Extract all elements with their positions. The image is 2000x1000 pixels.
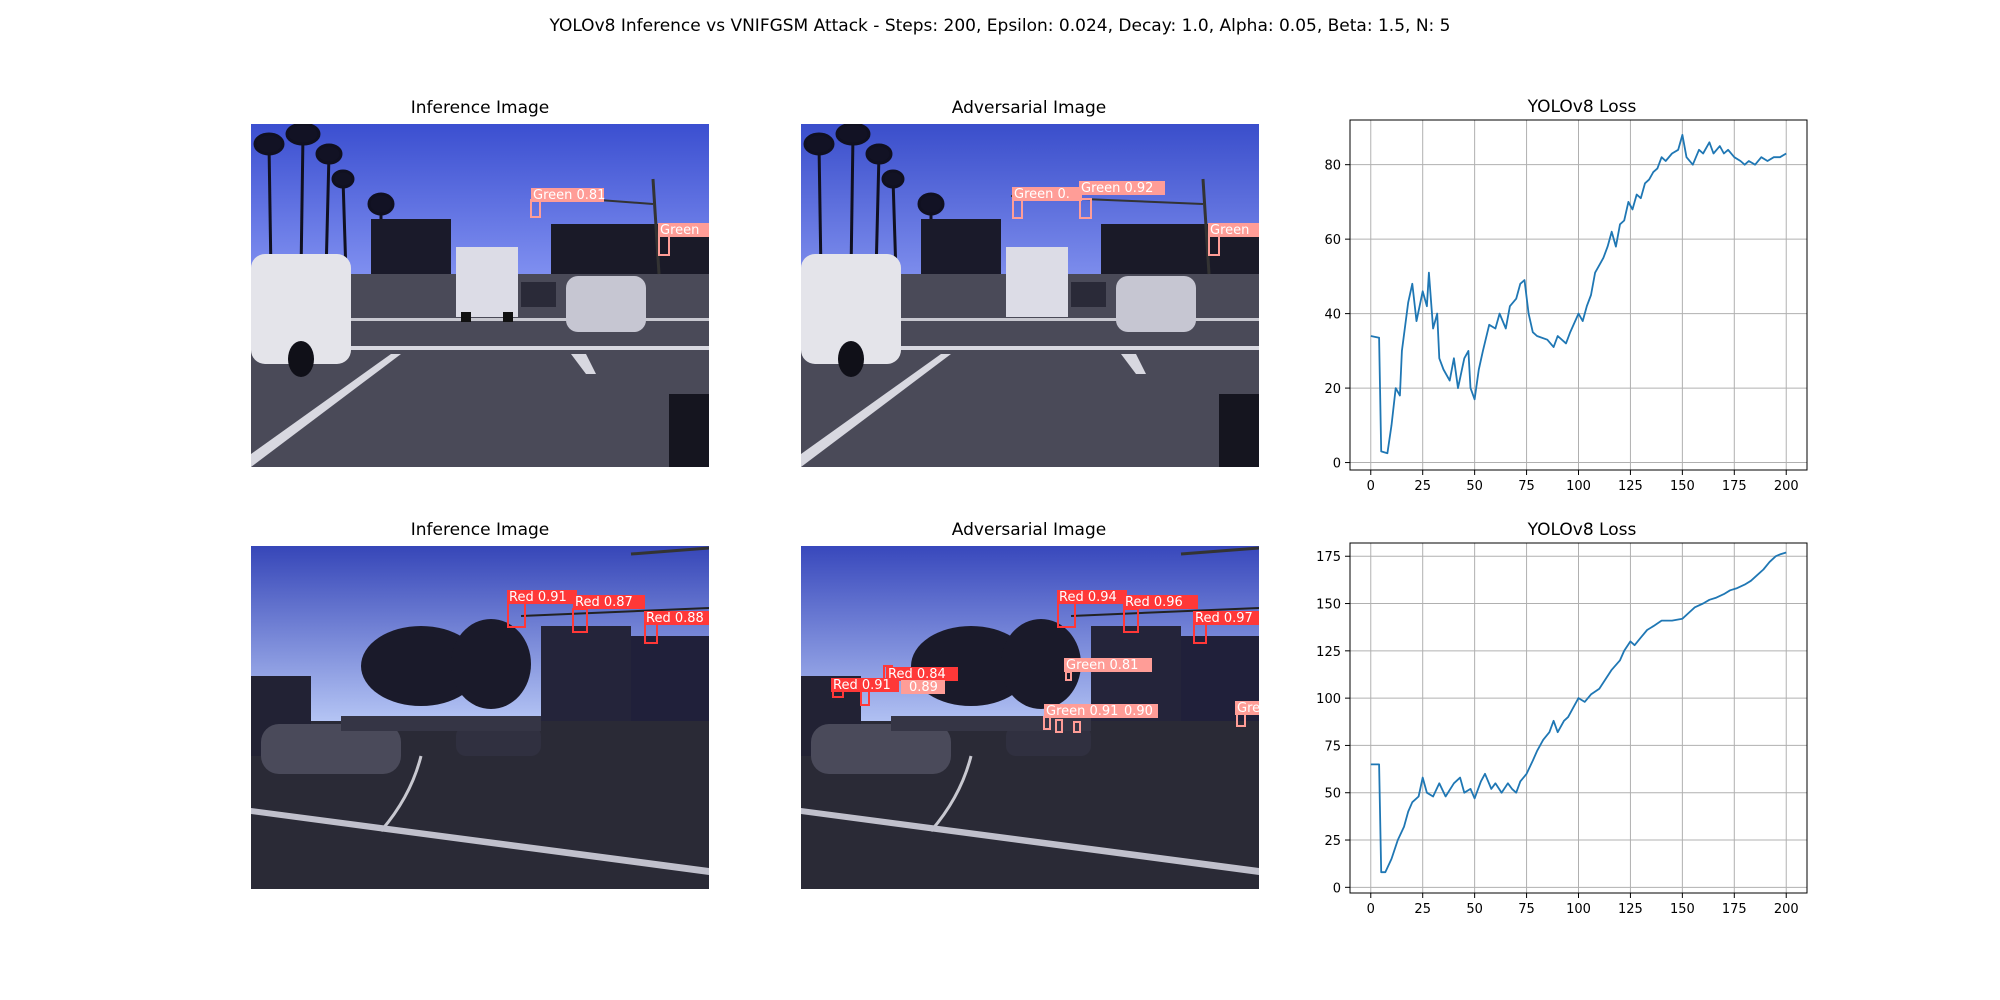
detection-label: Red 0.94	[1059, 590, 1117, 605]
detection-label: Red 0.91	[833, 678, 891, 693]
y-tick-label: 40	[1324, 308, 1341, 323]
plot-frame	[1349, 119, 1808, 471]
loss-chart-row2: YOLOv8 Loss 0 25 50 75 100 125 150 175 200 0 25 50 7…	[1280, 515, 1840, 929]
x-tick-label: 150	[1670, 479, 1695, 494]
x-tick-label: 75	[1518, 902, 1535, 917]
x-tick-label: 100	[1566, 479, 1591, 494]
x-tick-label: 0	[1367, 902, 1375, 917]
x-tick-label: 25	[1414, 479, 1431, 494]
x-tick-label: 175	[1722, 479, 1747, 494]
loss-chart-svg: YOLOv8 Loss 0 25 50 75 100 125 150 175 200 0 25 50 7…	[1316, 520, 1808, 917]
chart-title: YOLOv8 Loss	[1527, 520, 1637, 540]
x-tick-label: 75	[1518, 479, 1535, 494]
y-tick-label: 100	[1316, 692, 1341, 707]
detection-label: Green	[1210, 223, 1249, 238]
detection-label: Green 0.81	[533, 188, 605, 203]
y-tick-label: 25	[1324, 834, 1341, 849]
x-tick-label: 50	[1466, 479, 1483, 494]
loss-chart-row1: YOLOv8 Loss 0 25 50 75 100 125 150 175 200 0 20 40 6…	[1280, 92, 1840, 506]
adversarial-image-row2: Red 0.94 Red 0.96 Red 0.97	[801, 546, 1259, 889]
detection-label: Green 0.92	[1081, 181, 1153, 196]
detection-label: Green 0.81	[1066, 658, 1138, 673]
y-tick-label: 125	[1316, 645, 1341, 660]
y-tick-label: 175	[1316, 550, 1341, 565]
x-tick-label: 125	[1618, 479, 1643, 494]
plot-frame	[1349, 542, 1808, 894]
y-tick-label: 80	[1324, 159, 1341, 174]
x-tick-label: 175	[1722, 902, 1747, 917]
chart-title: YOLOv8 Loss	[1527, 97, 1637, 117]
x-tick-label: 150	[1670, 902, 1695, 917]
detection-label: 0.89	[909, 680, 938, 695]
figure-title: YOLOv8 Inference vs VNIFGSM Attack - Ste…	[549, 16, 1451, 36]
adversarial-image-title-row1: Adversarial Image	[951, 98, 1107, 118]
loss-series-line	[1370, 551, 1787, 874]
detection-label: Red 0.96	[1125, 595, 1183, 610]
y-tick-label: 75	[1324, 739, 1341, 754]
adversarial-image-row1: Green 0. Green 0.92 Green	[801, 124, 1259, 467]
detection-label: Red 0.91	[509, 590, 567, 605]
x-tick-label: 200	[1774, 479, 1799, 494]
x-tick-label: 50	[1466, 902, 1483, 917]
x-tick-label: 200	[1774, 902, 1799, 917]
detection-box-label-bg	[531, 188, 604, 202]
inference-image-row1: Green 0.81 Green	[251, 124, 709, 467]
inference-image-title-row1: Inference Image	[410, 98, 550, 118]
y-tick-label: 20	[1324, 382, 1341, 397]
x-tick-label: 125	[1618, 902, 1643, 917]
x-tick-label: 25	[1414, 902, 1431, 917]
loss-series-line	[1370, 134, 1787, 455]
detection-label: Green 0.91	[1046, 704, 1118, 719]
inference-image-title-row2: Inference Image	[410, 520, 550, 540]
detection-label: Gre	[1237, 701, 1259, 716]
detection-label: Green 0.	[1014, 187, 1070, 202]
detection-label: Red 0.87	[575, 595, 633, 610]
y-tick-label: 60	[1324, 233, 1341, 248]
inference-image-row2: Red 0.91 Red 0.87 Red 0.88	[251, 546, 709, 889]
y-tick-label: 50	[1324, 787, 1341, 802]
y-tick-label: 0	[1333, 457, 1341, 472]
y-tick-label: 150	[1316, 598, 1341, 613]
detection-label: Red 0.88	[646, 611, 704, 626]
adversarial-image-title-row2: Adversarial Image	[951, 520, 1107, 540]
detection-label: Red 0.84	[888, 667, 946, 682]
x-tick-label: 100	[1566, 902, 1591, 917]
detection-label: 0.90	[1124, 704, 1153, 719]
loss-chart-svg: YOLOv8 Loss 0 25 50 75 100 125 150 175 200 0 20 40 6…	[1324, 97, 1808, 494]
detection-label: Green	[660, 223, 699, 238]
x-tick-label: 0	[1367, 479, 1375, 494]
detection-label: Red 0.97	[1195, 611, 1253, 626]
y-tick-label: 0	[1333, 881, 1341, 896]
